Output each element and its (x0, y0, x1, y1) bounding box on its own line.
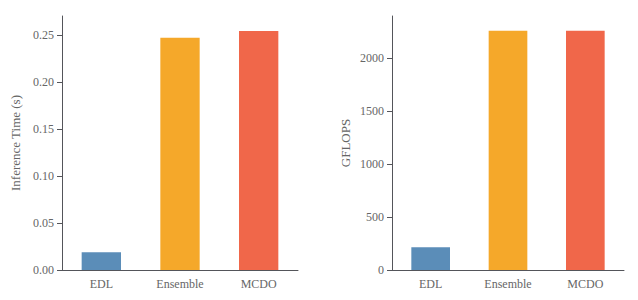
svg-text:MCDO: MCDO (241, 277, 277, 291)
svg-text:EDL: EDL (90, 277, 113, 291)
svg-text:0.15: 0.15 (33, 122, 54, 136)
svg-text:EDL: EDL (419, 277, 442, 291)
svg-text:2000: 2000 (360, 51, 384, 65)
svg-text:0.10: 0.10 (33, 169, 54, 183)
svg-text:500: 500 (366, 210, 384, 224)
svg-text:0: 0 (378, 263, 384, 277)
svg-text:0.25: 0.25 (33, 28, 54, 42)
svg-text:1500: 1500 (360, 104, 384, 118)
svg-text:0.00: 0.00 (33, 263, 54, 277)
svg-text:Ensemble: Ensemble (484, 277, 531, 291)
svg-text:GFLOPS: GFLOPS (338, 119, 353, 167)
svg-text:MCDO: MCDO (567, 277, 603, 291)
svg-text:0.20: 0.20 (33, 75, 54, 89)
svg-text:Inference Time (s): Inference Time (s) (8, 95, 23, 191)
svg-text:1000: 1000 (360, 157, 384, 171)
svg-text:Ensemble: Ensemble (156, 277, 203, 291)
svg-text:0.05: 0.05 (33, 216, 54, 230)
